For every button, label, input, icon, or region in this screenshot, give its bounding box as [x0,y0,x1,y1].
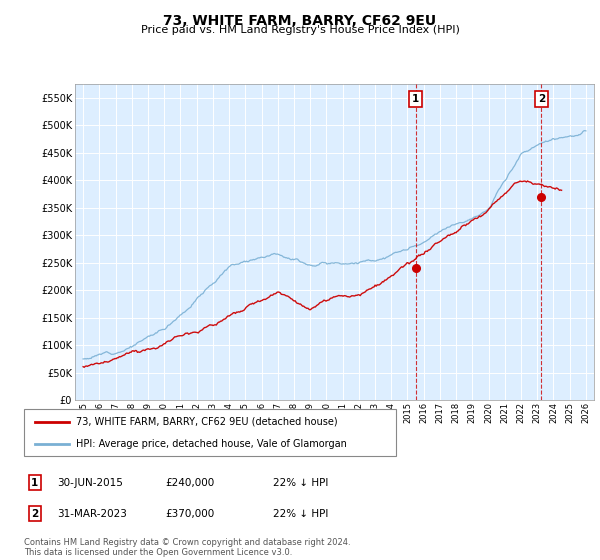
Text: Contains HM Land Registry data © Crown copyright and database right 2024.
This d: Contains HM Land Registry data © Crown c… [24,538,350,557]
Text: £370,000: £370,000 [165,508,214,519]
Text: 73, WHITE FARM, BARRY, CF62 9EU (detached house): 73, WHITE FARM, BARRY, CF62 9EU (detache… [76,417,338,427]
Text: 30-JUN-2015: 30-JUN-2015 [57,478,123,488]
Text: 31-MAR-2023: 31-MAR-2023 [57,508,127,519]
FancyBboxPatch shape [24,409,396,456]
Text: 73, WHITE FARM, BARRY, CF62 9EU: 73, WHITE FARM, BARRY, CF62 9EU [163,14,437,28]
Text: 22% ↓ HPI: 22% ↓ HPI [273,478,328,488]
Text: 2: 2 [538,94,545,104]
Text: 22% ↓ HPI: 22% ↓ HPI [273,508,328,519]
Text: 1: 1 [412,94,419,104]
Text: HPI: Average price, detached house, Vale of Glamorgan: HPI: Average price, detached house, Vale… [76,438,347,449]
Text: 2: 2 [31,508,38,519]
Text: Price paid vs. HM Land Registry's House Price Index (HPI): Price paid vs. HM Land Registry's House … [140,25,460,35]
Text: £240,000: £240,000 [165,478,214,488]
Text: 1: 1 [31,478,38,488]
